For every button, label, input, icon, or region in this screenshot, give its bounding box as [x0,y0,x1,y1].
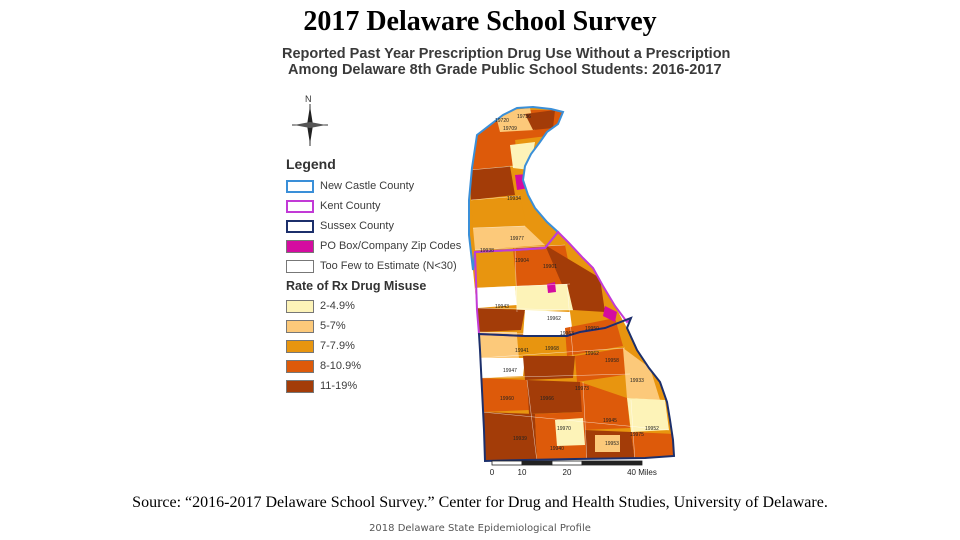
legend-rate-heading: Rate of Rx Drug Misuse [286,279,427,293]
legend-heading: Legend [286,156,336,172]
legend-boundary-1: Kent County [286,196,476,216]
scale-tick-0: 0 [490,468,495,477]
legend-boundary-label: Too Few to Estimate (N<30) [320,260,457,272]
zip-label: 19934 [507,196,521,202]
zip-label: 19950 [585,326,599,332]
legend-rate-swatch [286,299,314,313]
legend-rates: 2-4.9% 5-7% 7-7.9% 8-10.9% 11-19% [286,296,476,396]
scale-tick-40: 40 Miles [627,468,657,477]
legend-rate-swatch [286,339,314,353]
zip-label: 19970 [557,426,571,432]
slide-title: 2017 Delaware School Survey [303,6,657,37]
legend-rate-label: 11-19% [320,380,358,392]
legend-rate-3: 8-10.9% [286,356,476,376]
zip-label: 19736 [517,114,531,120]
legend-rate-swatch [286,319,314,333]
map-legend: Legend New Castle County Kent County Susse… [286,156,476,396]
new-castle-county-boundary [468,105,565,271]
zip-label: 19973 [575,386,589,392]
legend-rate-label: 7-7.9% [320,340,355,352]
north-arrow-icon [292,104,328,146]
zip-label: 19945 [603,418,617,424]
legend-boundary-0: New Castle County [286,176,476,196]
zip-label: 19947 [503,368,517,374]
scale-bar: 0 10 20 40 Miles [490,460,657,477]
footer-text: 2018 Delaware State Epidemiological Prof… [369,523,591,534]
legend-rate-label: 2-4.9% [320,300,355,312]
zip-regions [469,107,674,461]
scale-tick-10: 10 [518,468,527,477]
legend-boundary-swatch [286,219,314,233]
zip-label: 19977 [510,236,524,242]
source-citation: Source: “2016-2017 Delaware School Surve… [132,494,828,511]
zip-label: 19953 [605,441,619,447]
scale-tick-20: 20 [563,468,572,477]
zip-label: 19962 [585,351,599,357]
map-title-line2: Among Delaware 8th Grade Public School S… [288,62,722,78]
zip-label: 19938 [480,248,494,254]
zip-label: 19709 [503,126,517,132]
zip-label: 19939 [513,436,527,442]
zip-label: 19901 [543,264,557,270]
zip-label: 19958 [605,358,619,364]
legend-rate-2: 7-7.9% [286,336,476,356]
legend-boundaries: New Castle County Kent County Sussex Count… [286,176,476,276]
map-title: Reported Past Year Prescription Drug Use… [282,46,731,78]
legend-boundary-label: PO Box/Company Zip Codes [320,240,462,252]
zip-label: 19933 [630,378,644,384]
legend-boundary-2: Sussex County [286,216,476,236]
legend-rate-label: 8-10.9% [320,360,361,372]
legend-boundary-swatch [286,199,314,213]
zip-label: 19904 [515,258,529,264]
legend-boundary-swatch [286,239,314,253]
legend-rate-0: 2-4.9% [286,296,476,316]
legend-boundary-label: New Castle County [320,180,415,192]
zip-label: 19968 [545,346,559,352]
legend-rate-swatch [286,379,314,393]
legend-boundary-swatch [286,179,314,193]
legend-rate-label: 5-7% [320,320,346,332]
zip-label: 19720 [495,118,509,124]
zip-label: 19941 [515,348,529,354]
legend-boundary-label: Sussex County [320,220,394,232]
zip-label: 19962 [547,316,561,322]
zip-label: 19960 [500,396,514,402]
legend-boundary-4: Too Few to Estimate (N<30) [286,256,476,276]
legend-rate-1: 5-7% [286,316,476,336]
zip-label: 19975 [630,432,644,438]
legend-boundary-label: Kent County [320,200,381,212]
zip-label: 19966 [540,396,554,402]
map-title-line1: Reported Past Year Prescription Drug Use… [282,46,731,62]
zip-label: 19963 [560,331,574,337]
zip-label: 19940 [550,446,564,452]
legend-boundary-3: PO Box/Company Zip Codes [286,236,476,256]
zip-label: 19952 [645,426,659,432]
north-label: N [305,94,312,104]
zip-label: 19943 [495,304,509,310]
legend-boundary-swatch [286,259,314,273]
sussex-county-boundary [477,316,676,463]
legend-rate-swatch [286,359,314,373]
legend-rate-4: 11-19% [286,376,476,396]
